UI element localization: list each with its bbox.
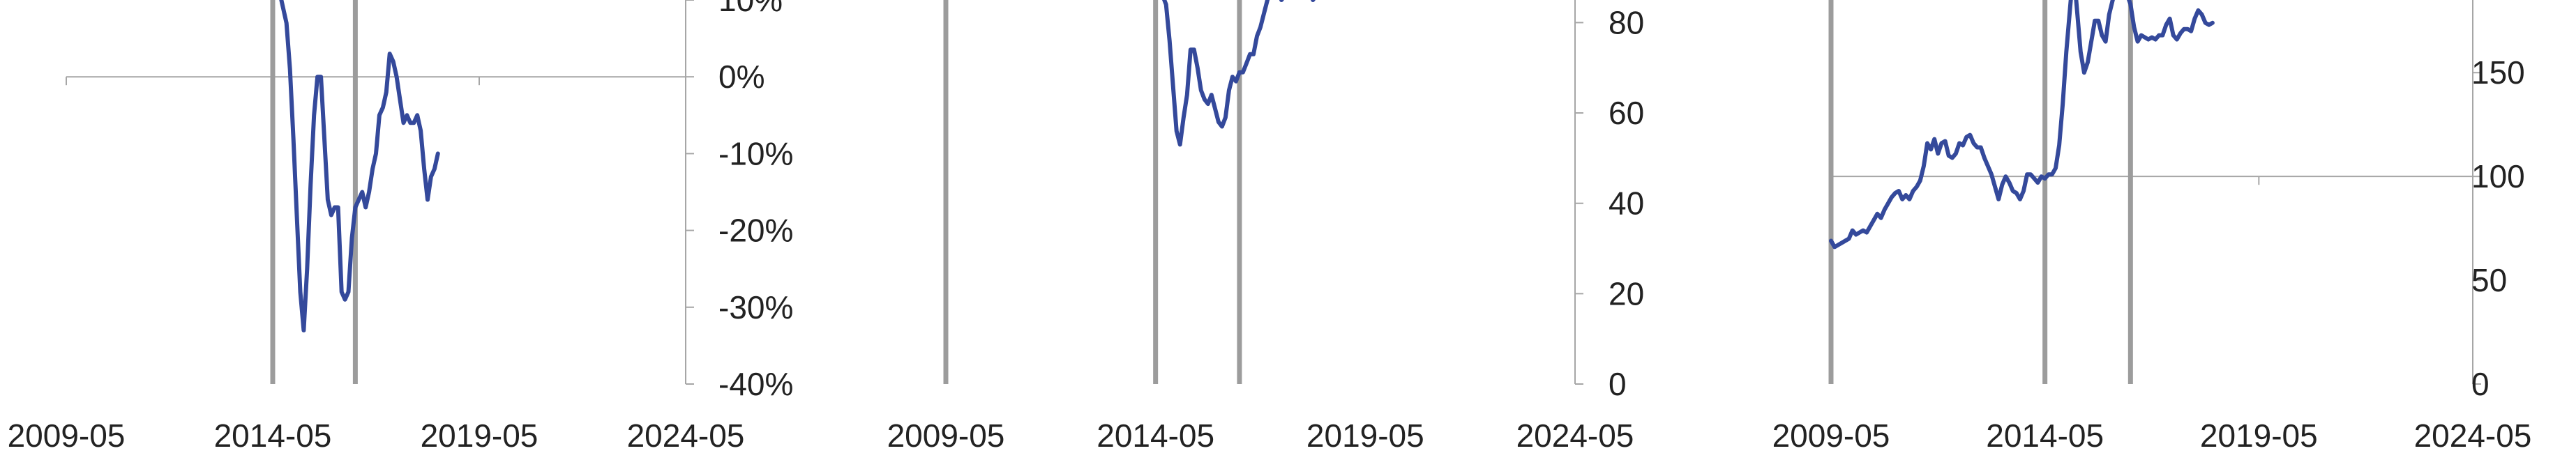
y-tick-label: 0% [718,59,764,95]
series-line [279,0,440,332]
x-tick-label: 2024-05 [1516,417,1634,454]
x-tick-label: 2009-05 [887,417,1005,454]
x-tick-label: 2014-05 [1097,417,1214,454]
x-tick-label: 2009-05 [1772,417,1890,454]
y-tick-label: 100 [2471,158,2525,194]
y-tick-label: 20 [1609,275,1644,312]
x-tick-label: 2019-05 [1306,417,1424,454]
x-tick-label: 2014-05 [1986,417,2104,454]
x-tick-label: 2014-05 [214,417,332,454]
series-line [1829,0,2215,250]
x-tick-label: 2024-05 [627,417,745,454]
series-line [1161,0,1284,147]
y-tick-label: 60 [1609,95,1644,131]
y-tick-label: 50 [2471,262,2507,298]
y-tick-label: 80 [1609,4,1644,40]
y-tick-label: -30% [718,289,793,325]
y-tick-label: -40% [718,366,793,402]
x-tick-label: 2019-05 [2200,417,2318,454]
y-tick-label: 10% [718,0,783,18]
y-tick-label: 40 [1609,185,1644,222]
x-tick-label: 2019-05 [421,417,538,454]
y-tick-label: -20% [718,213,793,249]
y-tick-label: 0 [1609,366,1627,402]
y-tick-label: 150 [2471,54,2525,91]
y-tick-label: -10% [718,135,793,171]
y-tick-label: 0 [2471,366,2490,402]
x-tick-label: 2009-05 [8,417,126,454]
x-tick-label: 2024-05 [2414,417,2532,454]
